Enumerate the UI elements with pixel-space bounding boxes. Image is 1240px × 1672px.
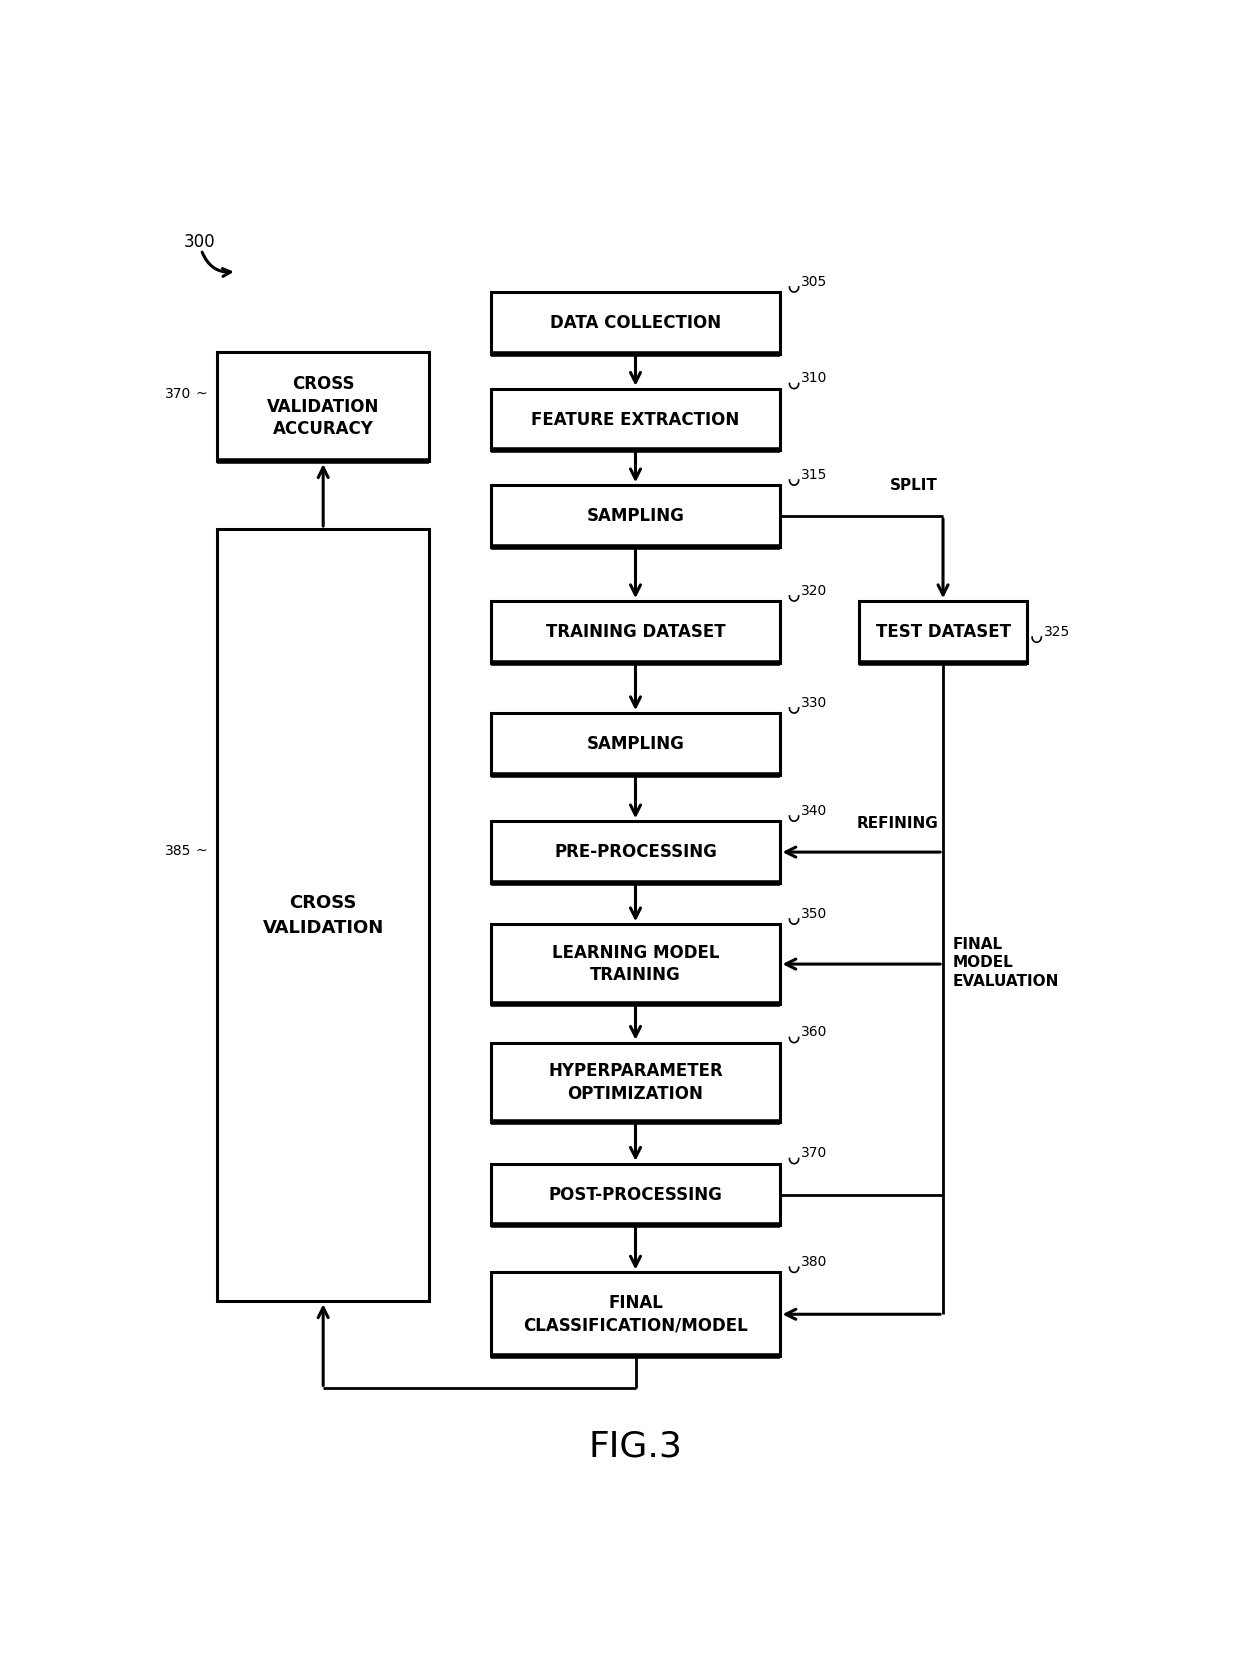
Text: PRE-PROCESSING: PRE-PROCESSING (554, 843, 717, 861)
Bar (491, 1164, 780, 1226)
Text: 305: 305 (801, 274, 827, 289)
Text: SAMPLING: SAMPLING (587, 507, 684, 525)
Bar (491, 1043, 780, 1122)
Bar (217, 351, 429, 461)
Text: FINAL
MODEL
EVALUATION: FINAL MODEL EVALUATION (952, 936, 1059, 988)
Bar (491, 925, 780, 1003)
Bar (491, 1272, 780, 1356)
Text: TEST DATASET: TEST DATASET (875, 624, 1011, 640)
Text: DATA COLLECTION: DATA COLLECTION (549, 314, 722, 333)
Text: LEARNING MODEL
TRAINING: LEARNING MODEL TRAINING (552, 945, 719, 985)
Bar (217, 528, 429, 1301)
Text: ~: ~ (196, 386, 207, 401)
Bar (859, 600, 1027, 662)
Bar (491, 388, 780, 450)
Bar (491, 712, 780, 774)
Text: HYPERPARAMETER
OPTIMIZATION: HYPERPARAMETER OPTIMIZATION (548, 1062, 723, 1102)
Text: 320: 320 (801, 584, 827, 597)
Text: 310: 310 (801, 371, 827, 385)
Text: SPLIT: SPLIT (890, 478, 939, 493)
Text: 300: 300 (184, 232, 216, 251)
Text: FEATURE EXTRACTION: FEATURE EXTRACTION (532, 411, 739, 428)
Text: 325: 325 (1043, 625, 1070, 639)
Bar (491, 293, 780, 354)
Text: 370: 370 (801, 1147, 827, 1160)
Text: TRAINING DATASET: TRAINING DATASET (546, 624, 725, 640)
Text: 360: 360 (801, 1025, 827, 1040)
Text: 340: 340 (801, 804, 827, 818)
Bar (491, 821, 780, 883)
Text: REFINING: REFINING (857, 816, 939, 831)
Text: 380: 380 (801, 1256, 827, 1269)
Text: ~: ~ (196, 844, 207, 858)
Bar (491, 600, 780, 662)
Text: FINAL
CLASSIFICATION/MODEL: FINAL CLASSIFICATION/MODEL (523, 1294, 748, 1334)
Text: 330: 330 (801, 696, 827, 709)
Text: SAMPLING: SAMPLING (587, 736, 684, 752)
Text: 315: 315 (801, 468, 827, 482)
Bar (491, 485, 780, 547)
Text: 370: 370 (165, 386, 191, 401)
Text: 350: 350 (801, 906, 827, 921)
Text: FIG.3: FIG.3 (589, 1430, 682, 1465)
Text: 385: 385 (165, 844, 191, 858)
Text: CROSS
VALIDATION: CROSS VALIDATION (263, 893, 384, 936)
Text: CROSS
VALIDATION
ACCURACY: CROSS VALIDATION ACCURACY (267, 376, 379, 438)
Text: POST-PROCESSING: POST-PROCESSING (548, 1185, 723, 1204)
